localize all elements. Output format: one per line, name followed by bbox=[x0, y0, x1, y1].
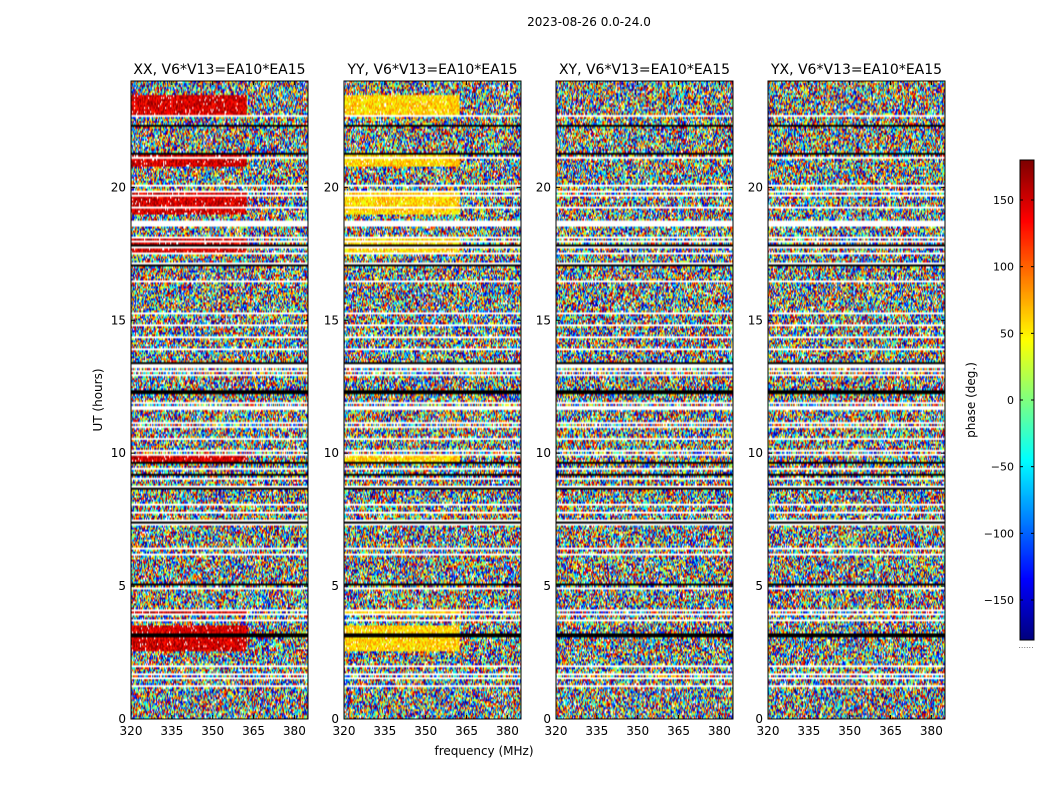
y-tick-label: 15 bbox=[324, 313, 339, 327]
x-tick-label: 350 bbox=[201, 724, 224, 738]
panel-frame bbox=[555, 80, 734, 720]
colorbar-label: phase (deg.) bbox=[964, 362, 978, 438]
panel-2: YY, V6*V13=EA10*EA15 320 335 350 365 380 0 5 10 1… bbox=[324, 62, 522, 738]
x-tick-label: 380 bbox=[708, 724, 731, 738]
y-tick-label: 0 bbox=[118, 712, 126, 726]
x-tick-label: 350 bbox=[838, 724, 861, 738]
panel-4: YX, V6*V13=EA10*EA15 320 335 350 365 380 0 5 10 1… bbox=[748, 62, 946, 738]
colorbar-tick-label: 100 bbox=[993, 261, 1014, 274]
panel-frame bbox=[767, 80, 946, 720]
panel-title: XX, V6*V13=EA10*EA15 bbox=[133, 62, 305, 78]
y-tick-label: 10 bbox=[536, 446, 551, 460]
x-tick-label: 380 bbox=[496, 724, 519, 738]
x-tick-label: 320 bbox=[333, 724, 356, 738]
heatmap-image bbox=[556, 81, 733, 719]
x-axis-label: frequency (MHz) bbox=[434, 744, 533, 758]
y-tick-label: 10 bbox=[111, 446, 126, 460]
panel-title: YY, V6*V13=EA10*EA15 bbox=[346, 62, 517, 78]
colorbar-tick-label: −100 bbox=[984, 527, 1014, 540]
x-tick-label: 365 bbox=[879, 724, 902, 738]
x-tick-label: 335 bbox=[585, 724, 608, 738]
y-tick-label: 20 bbox=[324, 180, 339, 194]
x-tick-label: 365 bbox=[242, 724, 265, 738]
y-axis-label: UT (hours) bbox=[91, 368, 105, 431]
x-tick-label: 365 bbox=[455, 724, 478, 738]
panel-1: XX, V6*V13=EA10*EA15 320 335 350 365 380 0 5 10 1… bbox=[111, 62, 309, 738]
colorbar-min-label: ...... bbox=[1018, 641, 1033, 650]
heatmap-image bbox=[344, 81, 521, 719]
y-tick-label: 0 bbox=[755, 712, 763, 726]
panel-3: XY, V6*V13=EA10*EA15 320 335 350 365 380 0 5 10 1… bbox=[536, 62, 734, 738]
panels: XX, V6*V13=EA10*EA15 320 335 350 365 380 0 5 10 1… bbox=[111, 62, 946, 738]
colorbar-tick-label: 0 bbox=[1007, 394, 1014, 407]
x-tick-label: 380 bbox=[283, 724, 306, 738]
y-tick-label: 20 bbox=[111, 180, 126, 194]
y-tick-label: 10 bbox=[324, 446, 339, 460]
colorbar-tick-label: −50 bbox=[991, 461, 1014, 474]
x-tick-label: 365 bbox=[667, 724, 690, 738]
y-tick-label: 5 bbox=[543, 579, 551, 593]
y-tick-label: 15 bbox=[748, 313, 763, 327]
x-tick-label: 350 bbox=[414, 724, 437, 738]
y-tick-label: 15 bbox=[111, 313, 126, 327]
y-tick-label: 0 bbox=[543, 712, 551, 726]
x-tick-label: 320 bbox=[545, 724, 568, 738]
heatmap-image bbox=[131, 81, 308, 719]
y-tick-label: 5 bbox=[331, 579, 339, 593]
heatmap-image bbox=[768, 81, 945, 719]
panel-title: XY, V6*V13=EA10*EA15 bbox=[559, 62, 730, 78]
y-tick-label: 0 bbox=[331, 712, 339, 726]
colorbar-tick-label: 50 bbox=[1000, 327, 1014, 340]
x-tick-label: 335 bbox=[797, 724, 820, 738]
y-tick-label: 10 bbox=[748, 446, 763, 460]
colorbar-tick-label: 150 bbox=[993, 194, 1014, 207]
x-tick-label: 380 bbox=[920, 724, 943, 738]
figure-title: 2023-08-26 0.0-24.0 bbox=[527, 15, 651, 29]
colorbar-gradient bbox=[1020, 160, 1034, 640]
x-tick-label: 320 bbox=[120, 724, 143, 738]
colorbar-tick-label: −150 bbox=[984, 594, 1014, 607]
x-tick-label: 350 bbox=[626, 724, 649, 738]
y-tick-label: 5 bbox=[118, 579, 126, 593]
y-tick-label: 5 bbox=[755, 579, 763, 593]
colorbar: −150 −100 −50 0 50 100 150 bbox=[984, 159, 1035, 641]
x-tick-label: 335 bbox=[373, 724, 396, 738]
x-tick-label: 320 bbox=[757, 724, 780, 738]
panel-title: YX, V6*V13=EA10*EA15 bbox=[770, 62, 942, 78]
panel-frame bbox=[130, 80, 309, 720]
x-tick-label: 335 bbox=[160, 724, 183, 738]
y-tick-label: 20 bbox=[536, 180, 551, 194]
panel-frame bbox=[343, 80, 522, 720]
y-tick-label: 15 bbox=[536, 313, 551, 327]
y-tick-label: 20 bbox=[748, 180, 763, 194]
